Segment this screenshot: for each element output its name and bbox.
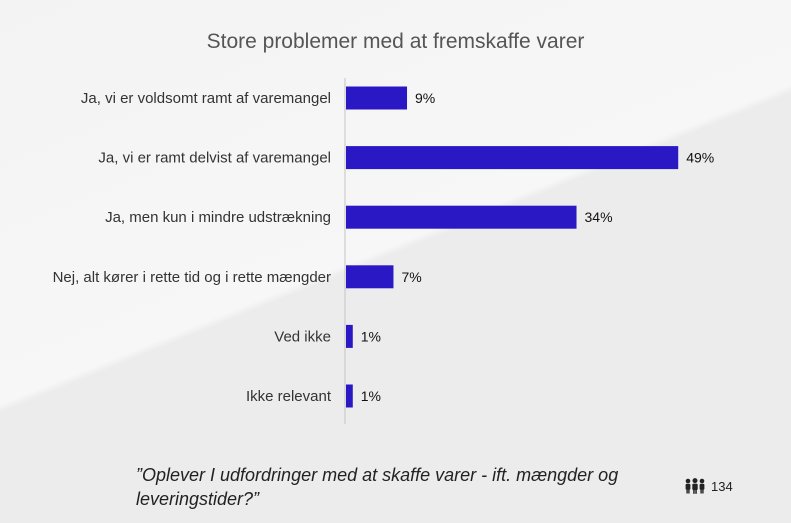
bar [346,384,353,408]
value-label: 1% [361,388,381,404]
value-label: 7% [401,269,421,285]
bars-layer: Ja, vi er voldsomt ramt af varemangel 9% J… [53,86,714,408]
category-label: Ikke relevant [246,388,332,405]
value-label: 49% [686,150,714,166]
value-label: 1% [361,328,381,344]
bar [346,146,679,170]
chart-title: Store problemer med at fremskaffe varer [206,30,585,53]
value-label: 34% [585,209,613,225]
bar [346,205,577,229]
category-label: Ved ikke [274,328,331,345]
respondent-count: 134 [684,476,733,496]
category-label: Ja, men kun i mindre udstrækning [105,209,331,226]
value-label: 9% [415,90,435,106]
bar [346,265,394,289]
category-label: Nej, alt kører i rette tid og i rette mæ… [53,269,331,286]
category-label: Ja, vi er ramt delvist af varemangel [98,150,331,167]
bar [346,324,353,348]
people-icon [685,478,705,494]
respondent-count-value: 134 [711,478,733,494]
category-label: Ja, vi er voldsomt ramt af varemangel [81,90,331,107]
survey-question: ”Oplever I udfordringer med at skaffe va… [136,465,619,509]
bar [346,86,408,110]
bar-chart: Ja, vi er voldsomt ramt af varemangel 9% J… [53,78,714,424]
